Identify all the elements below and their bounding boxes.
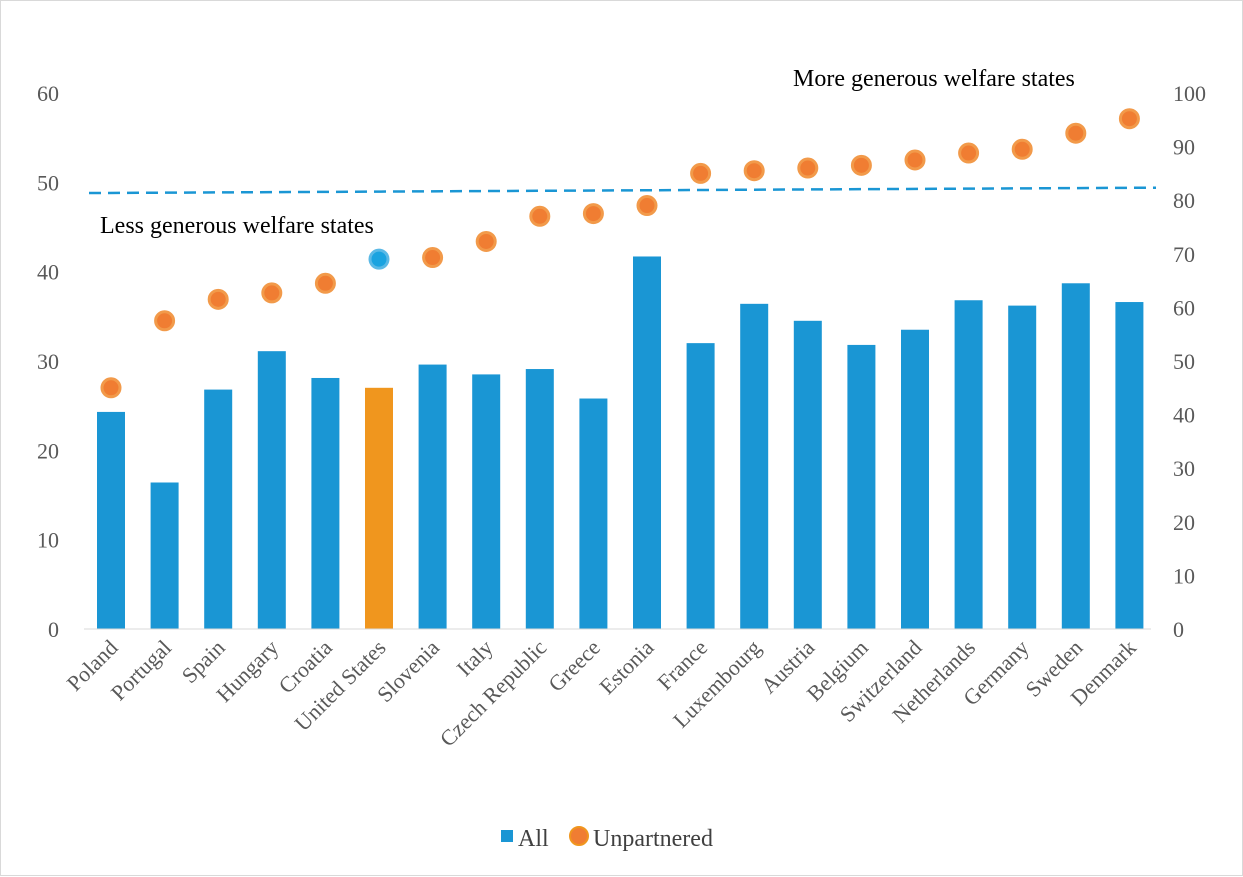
dot-france — [690, 162, 712, 184]
right-tick-label: 100 — [1173, 81, 1206, 106]
right-tick-label: 40 — [1173, 403, 1195, 428]
bar-switzerland — [901, 329, 929, 629]
bar-estonia — [633, 256, 661, 629]
bar-portugal — [150, 482, 179, 629]
dot-hungary — [261, 282, 283, 304]
left-tick-label: 60 — [37, 81, 59, 106]
dot-netherlands — [958, 142, 980, 164]
bar-luxembourg — [740, 303, 769, 629]
dot-spain — [207, 288, 229, 310]
bar-slovenia — [418, 364, 447, 629]
category-label: Italy — [452, 635, 498, 681]
bar-austria — [793, 320, 822, 629]
bar-hungary — [257, 351, 286, 629]
dot-united-states — [368, 248, 390, 270]
dot-germany — [1011, 138, 1033, 160]
bar-spain — [204, 389, 233, 629]
bar-czech-republic — [525, 369, 554, 629]
right-tick-label: 90 — [1173, 135, 1195, 160]
right-tick-label: 60 — [1173, 295, 1195, 320]
right-tick-label: 30 — [1173, 456, 1195, 481]
bar-united-states — [365, 387, 393, 629]
legend-unpartnered-marker — [569, 826, 589, 846]
bar-croatia — [311, 377, 340, 629]
threshold-line — [88, 186, 1157, 195]
dot-czech-republic — [529, 205, 551, 227]
dot-austria — [797, 157, 819, 179]
dot-denmark — [1118, 108, 1140, 130]
left-tick-label: 20 — [37, 438, 59, 463]
right-tick-label: 0 — [1173, 617, 1184, 642]
right-tick-label: 70 — [1173, 242, 1195, 267]
threshold-layer — [88, 186, 1157, 195]
bars-layer — [97, 256, 1144, 629]
left-tick-label: 30 — [37, 349, 59, 374]
left-tick-label: 0 — [48, 617, 59, 642]
left-tick-label: 50 — [37, 170, 59, 195]
dot-slovenia — [422, 247, 444, 269]
right-tick-label: 80 — [1173, 188, 1195, 213]
legend-unpartnered-label: Unpartnered — [593, 826, 713, 852]
right-tick-label: 50 — [1173, 349, 1195, 374]
left-tick-label: 40 — [37, 260, 59, 285]
right-tick-label: 10 — [1173, 563, 1195, 588]
category-label: Greece — [543, 635, 605, 697]
bar-belgium — [847, 344, 876, 629]
annotation-upper: More generous welfare states — [793, 66, 1075, 92]
bar-poland — [97, 411, 125, 629]
legend-all-label: All — [518, 826, 549, 852]
bar-greece — [579, 398, 608, 629]
legend-all-swatch — [501, 830, 513, 842]
dot-poland — [100, 377, 122, 399]
bar-netherlands — [954, 300, 983, 629]
legend: All Unpartnered — [501, 826, 713, 852]
dot-italy — [475, 230, 497, 252]
dot-croatia — [314, 272, 336, 294]
dot-estonia — [636, 195, 658, 217]
left-axis: 0 10 20 30 40 50 60 — [37, 81, 59, 642]
dot-belgium — [850, 154, 872, 176]
category-label: Estonia — [594, 635, 659, 700]
bar-france — [686, 343, 715, 629]
bar-denmark — [1115, 302, 1144, 629]
bar-sweden — [1061, 283, 1090, 629]
right-axis: 0 10 20 30 40 50 60 70 80 90 100 — [1173, 81, 1206, 642]
dot-portugal — [154, 310, 176, 332]
dot-greece — [582, 203, 604, 225]
dot-switzerland — [904, 149, 926, 171]
bar-italy — [472, 374, 501, 629]
annotation-lower: Less generous welfare states — [100, 213, 374, 239]
bar-germany — [1008, 305, 1037, 629]
dots-layer — [100, 108, 1140, 399]
category-label: Portugal — [106, 635, 176, 705]
left-tick-label: 10 — [37, 528, 59, 553]
dot-luxembourg — [743, 160, 765, 182]
right-tick-label: 20 — [1173, 510, 1195, 535]
dot-sweden — [1065, 122, 1087, 144]
